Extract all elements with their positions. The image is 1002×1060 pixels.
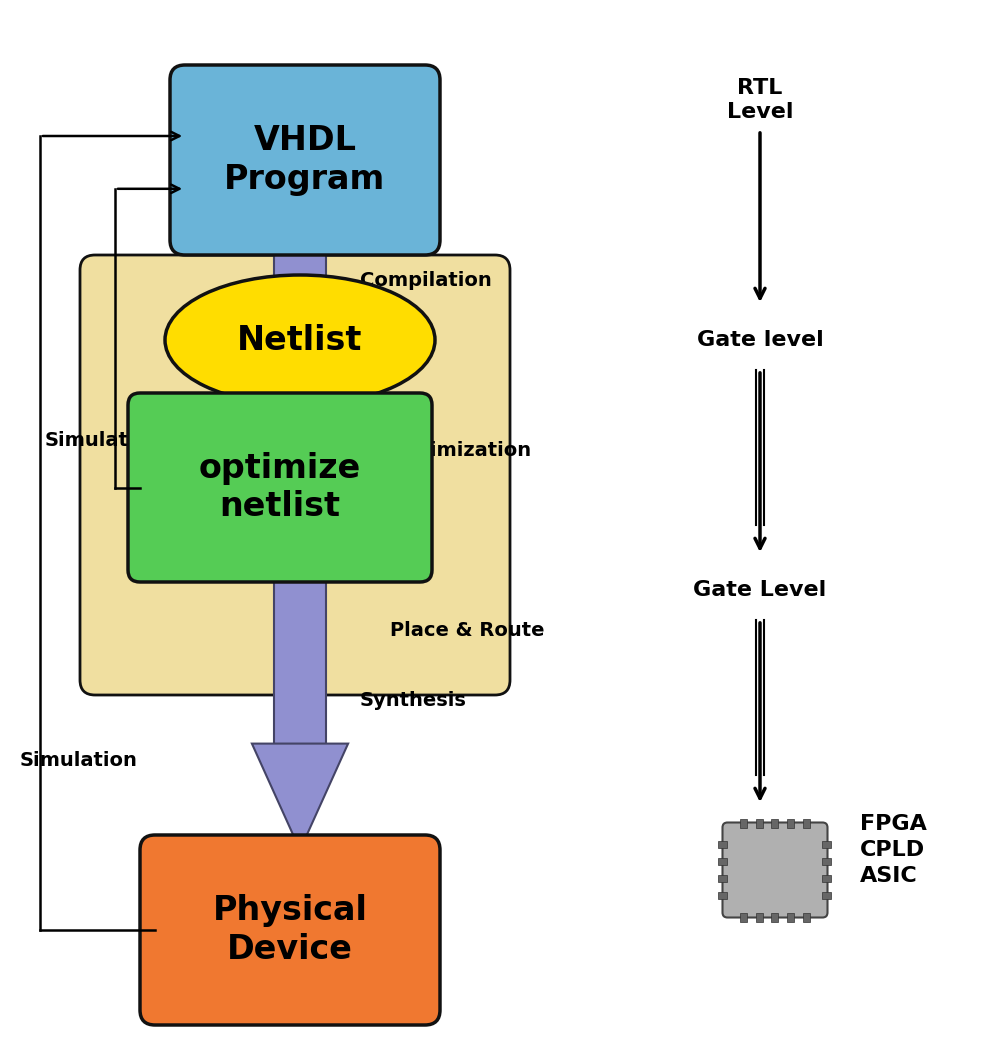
- Text: FPGA
CPLD
ASIC: FPGA CPLD ASIC: [860, 814, 927, 886]
- FancyBboxPatch shape: [128, 393, 432, 582]
- Text: Place & Route: Place & Route: [390, 620, 544, 639]
- Ellipse shape: [165, 275, 435, 405]
- Text: Netlist: Netlist: [237, 323, 363, 356]
- Text: VHDL
Program: VHDL Program: [224, 124, 386, 196]
- FancyBboxPatch shape: [170, 65, 440, 255]
- Bar: [718, 841, 727, 848]
- FancyBboxPatch shape: [80, 255, 510, 695]
- Bar: [788, 818, 795, 828]
- Polygon shape: [252, 342, 348, 405]
- Bar: [274, 405, 326, 482]
- Bar: [823, 841, 832, 848]
- Text: optimize
netlist: optimize netlist: [198, 452, 361, 523]
- Text: Simulation: Simulation: [45, 430, 163, 449]
- Text: Compilation: Compilation: [360, 270, 492, 289]
- Text: Simulation: Simulation: [20, 750, 138, 770]
- Text: Synthesis: Synthesis: [360, 690, 467, 709]
- Bar: [756, 913, 763, 921]
- Bar: [804, 913, 811, 921]
- Bar: [718, 858, 727, 865]
- Bar: [772, 913, 779, 921]
- Bar: [823, 893, 832, 899]
- Text: Gate level: Gate level: [696, 330, 824, 350]
- Text: Optimization: Optimization: [390, 441, 531, 459]
- Bar: [718, 893, 727, 899]
- Polygon shape: [252, 744, 348, 850]
- FancyBboxPatch shape: [140, 835, 440, 1025]
- Bar: [804, 818, 811, 828]
- Bar: [718, 874, 727, 882]
- Bar: [756, 818, 763, 828]
- Bar: [739, 913, 746, 921]
- Bar: [274, 240, 326, 342]
- Bar: [772, 818, 779, 828]
- Text: RTL
Level: RTL Level: [726, 78, 794, 122]
- FancyBboxPatch shape: [722, 823, 828, 918]
- Text: Gate Level: Gate Level: [693, 580, 827, 600]
- Bar: [823, 858, 832, 865]
- Bar: [274, 570, 326, 744]
- Bar: [823, 874, 832, 882]
- Bar: [788, 913, 795, 921]
- Text: Physical
Device: Physical Device: [212, 895, 368, 966]
- Bar: [739, 818, 746, 828]
- Polygon shape: [252, 482, 348, 530]
